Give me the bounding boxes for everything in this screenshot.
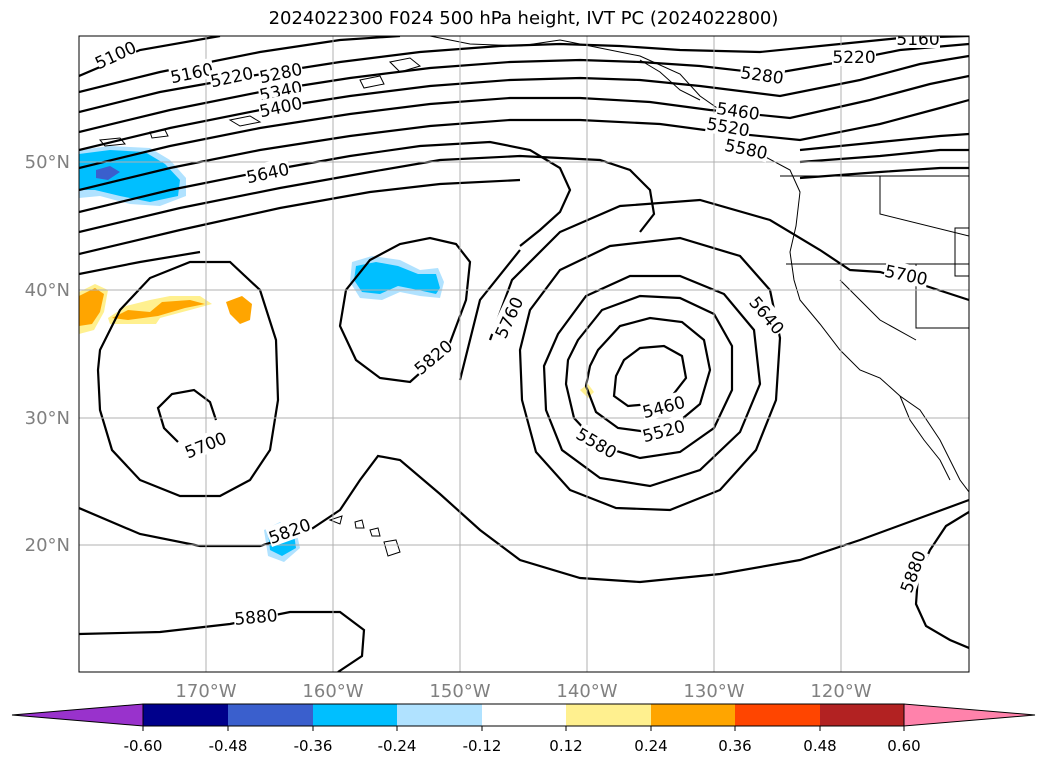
lat-label: 50°N bbox=[25, 152, 70, 173]
colorbar-tick-label: 0.24 bbox=[634, 737, 667, 755]
contour-line bbox=[584, 316, 712, 434]
lon-label: 130°W bbox=[683, 681, 744, 702]
lat-label: 20°N bbox=[25, 535, 70, 556]
colorbar-segment bbox=[143, 704, 228, 726]
contour-label: 5220 bbox=[832, 48, 875, 68]
contour-line bbox=[79, 154, 656, 234]
contour-line bbox=[799, 132, 969, 152]
contour-line bbox=[799, 148, 969, 164]
ivt-positive-area bbox=[79, 288, 104, 326]
colorbar-tick-label: -0.48 bbox=[209, 737, 248, 755]
colorbar-segment bbox=[228, 704, 313, 726]
lon-label: 150°W bbox=[429, 681, 490, 702]
colorbar-segment bbox=[313, 704, 397, 726]
contour-line bbox=[518, 236, 782, 512]
ivt-positive-area bbox=[112, 300, 205, 320]
ivt-positive-area bbox=[226, 296, 252, 324]
contour-line bbox=[79, 74, 969, 170]
contour-line bbox=[542, 274, 762, 488]
map-background bbox=[79, 36, 969, 672]
colorbar-extend-high bbox=[903, 703, 1036, 727]
lon-label: 170°W bbox=[175, 681, 236, 702]
lon-label: 120°W bbox=[810, 681, 871, 702]
lat-labels: 50°N 40°N 30°N 20°N bbox=[25, 152, 70, 556]
map-frame bbox=[78, 35, 970, 673]
contour-line bbox=[338, 236, 472, 384]
contour-label: 5880 bbox=[234, 606, 279, 630]
colorbar-segment bbox=[735, 704, 820, 726]
lat-label: 40°N bbox=[25, 280, 70, 301]
colorbar-segment bbox=[820, 704, 904, 726]
contour-label-group: 5100 5160 5220 5280 5340 5400 5640 5160 … bbox=[92, 30, 940, 630]
ivt-negative-area bbox=[96, 166, 120, 180]
colorbar-tick-label: -0.60 bbox=[124, 737, 163, 755]
graticule bbox=[79, 36, 969, 672]
colorbar: -0.60 -0.48 -0.36 -0.24 -0.12 0.12 0.24 … bbox=[11, 703, 1036, 755]
lon-label: 140°W bbox=[556, 681, 617, 702]
lon-labels: 170°W 160°W 150°W 140°W 130°W 120°W bbox=[175, 681, 871, 702]
colorbar-tick-label: 0.48 bbox=[803, 737, 836, 755]
contour-line bbox=[156, 388, 218, 443]
colorbar-segment bbox=[397, 704, 482, 726]
contour-line bbox=[79, 250, 201, 276]
colorbar-segment bbox=[651, 704, 735, 726]
colorbar-tick-label: -0.24 bbox=[378, 737, 417, 755]
contour-line bbox=[79, 36, 401, 94]
chart-title: 2024022300 F024 500 hPa height, IVT PC (… bbox=[268, 8, 779, 29]
map-content: 5100 5160 5220 5280 5340 5400 5640 5160 … bbox=[79, 30, 969, 672]
contour-line bbox=[458, 249, 521, 381]
contour-label: 5160 bbox=[896, 30, 939, 50]
contour-line bbox=[79, 98, 969, 192]
colorbar-extend-low bbox=[11, 703, 144, 727]
contour-line bbox=[79, 178, 521, 256]
contour-line bbox=[79, 140, 572, 247]
contour-line bbox=[914, 511, 969, 650]
contour-line bbox=[96, 260, 280, 498]
contour-line bbox=[79, 610, 366, 672]
coastlines bbox=[99, 36, 969, 557]
colorbar-tick-label: 0.36 bbox=[718, 737, 751, 755]
colorbar-tick-label: 0.60 bbox=[887, 737, 920, 755]
lon-label: 160°W bbox=[302, 681, 363, 702]
contour-line bbox=[79, 454, 969, 584]
colorbar-segment bbox=[482, 704, 566, 726]
contour-line bbox=[799, 166, 969, 180]
colorbar-tick-label: -0.36 bbox=[294, 737, 333, 755]
ivt-negative-area bbox=[354, 262, 440, 294]
lat-label: 30°N bbox=[25, 408, 70, 429]
colorbar-tick-label: 0.12 bbox=[549, 737, 582, 755]
colorbar-segment bbox=[566, 704, 651, 726]
colorbar-tick-label: -0.12 bbox=[463, 737, 502, 755]
